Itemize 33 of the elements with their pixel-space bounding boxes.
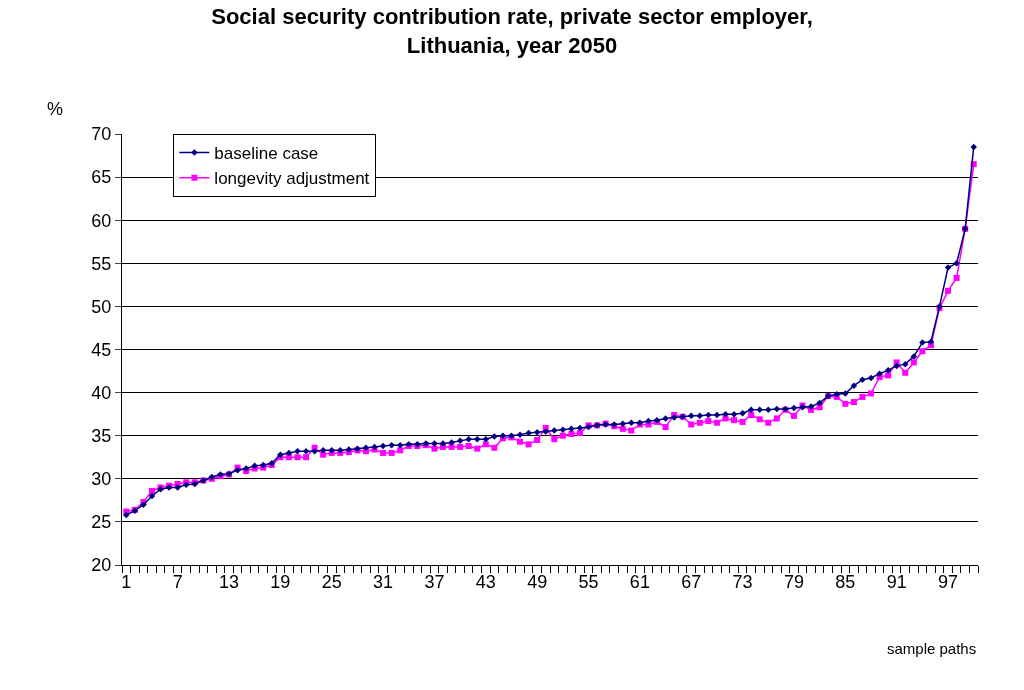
x-tick-label: 55 xyxy=(578,571,599,592)
x-tick-label: 67 xyxy=(681,571,702,592)
legend-label: baseline case xyxy=(214,144,319,164)
y-tick-label: 50 xyxy=(91,296,112,317)
x-tick-label: 79 xyxy=(783,571,804,592)
x-tick-label: 7 xyxy=(172,571,183,592)
x-tick-label: 13 xyxy=(218,571,240,592)
x-tick-label: 73 xyxy=(732,571,753,592)
x-tick-label: 37 xyxy=(424,571,445,592)
y-axis-title: % xyxy=(47,99,64,119)
x-axis-title: sample paths xyxy=(887,640,977,657)
x-tick-label: 25 xyxy=(321,571,342,592)
y-tick-label: 70 xyxy=(91,124,112,145)
y-tick-label: 55 xyxy=(91,253,112,274)
x-tick-label: 61 xyxy=(629,571,650,592)
x-tick-label: 31 xyxy=(373,571,394,592)
x-tick-label: 97 xyxy=(938,571,959,592)
y-tick-label: 65 xyxy=(91,167,112,188)
y-tick-label: 60 xyxy=(91,210,112,231)
y-tick-label: 20 xyxy=(91,555,112,576)
x-tick-label: 85 xyxy=(835,571,856,592)
y-tick-label: 30 xyxy=(91,469,112,490)
y-tick-label: 40 xyxy=(91,382,112,403)
y-tick-label: 45 xyxy=(91,339,112,360)
x-tick-label: 1 xyxy=(121,571,132,592)
x-tick-label: 19 xyxy=(270,571,291,592)
y-tick-label: 25 xyxy=(91,512,112,533)
y-tick-label: 35 xyxy=(91,426,112,446)
x-tick-label: 49 xyxy=(527,571,548,592)
legend-label: longevity adjustment xyxy=(214,169,370,189)
chart-title: Social security contribution rate, private sector employer, Lithuania, year 2050 xyxy=(211,4,813,58)
x-tick-label: 91 xyxy=(886,571,907,592)
x-tick-label: 43 xyxy=(475,571,496,592)
